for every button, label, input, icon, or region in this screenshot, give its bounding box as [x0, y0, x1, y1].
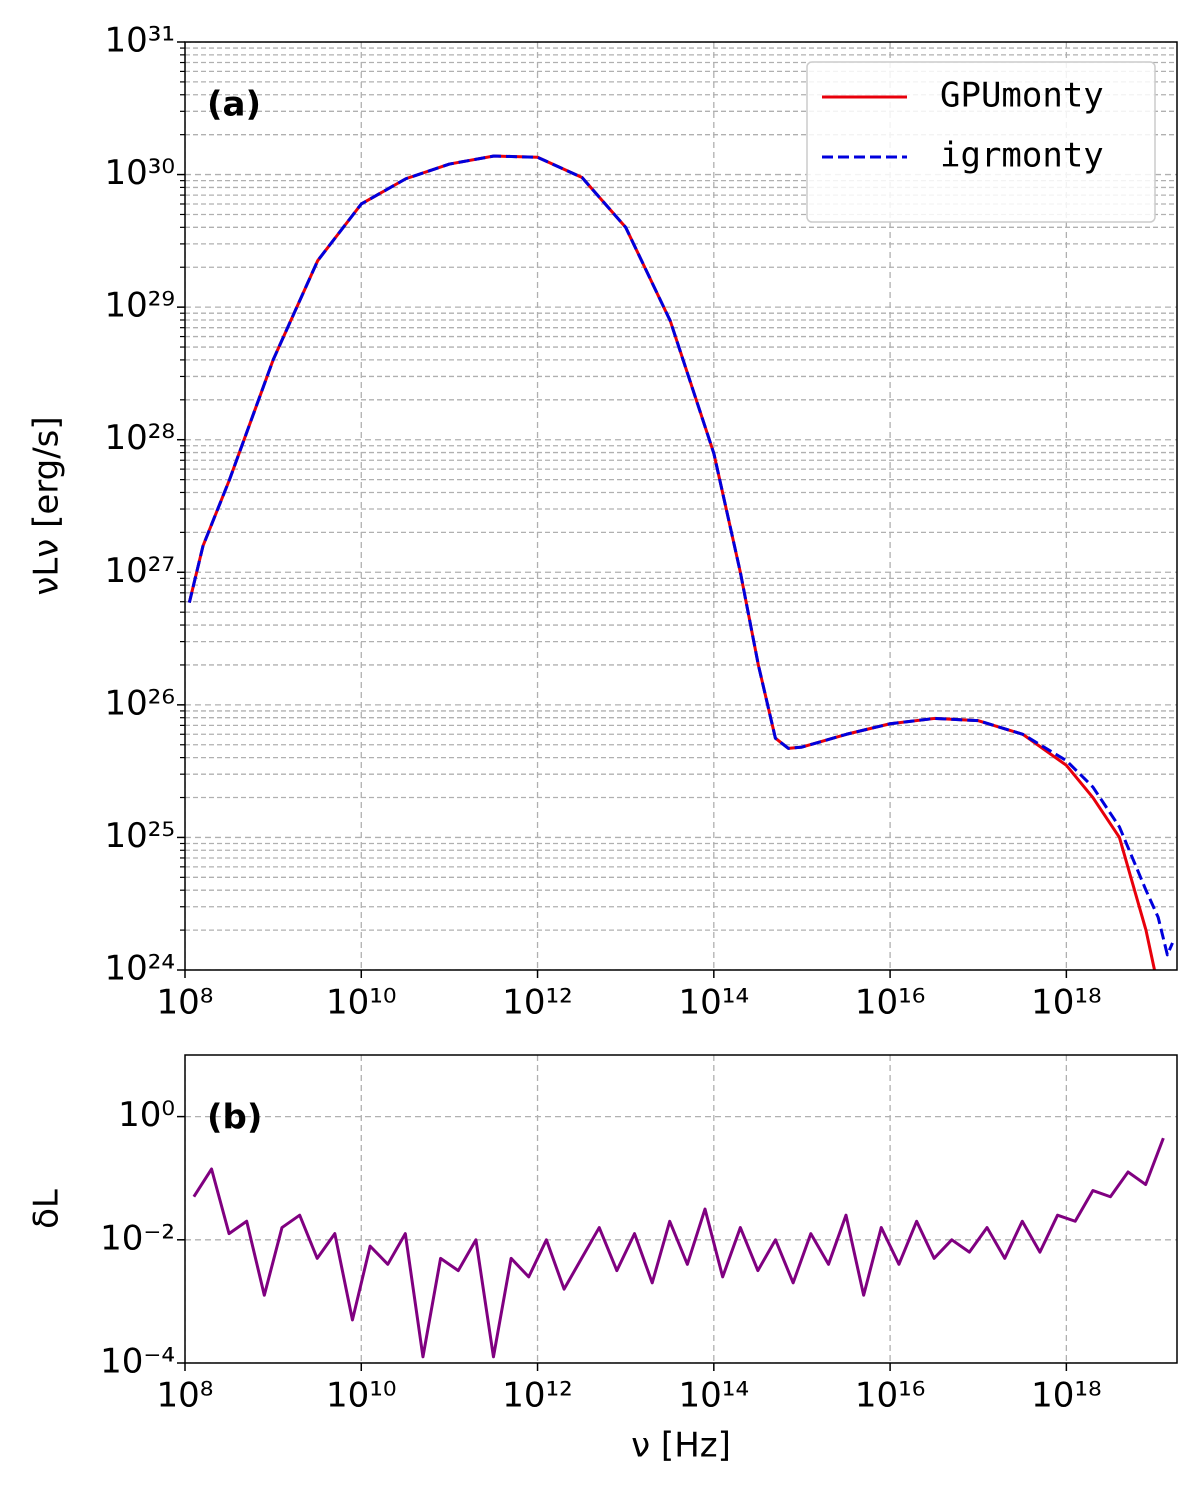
- x-tick-label: 10¹⁸: [1031, 1376, 1102, 1416]
- y-tick-label: 10²⁴: [104, 949, 175, 989]
- x-tick-label: 10⁸: [157, 983, 214, 1023]
- axes-frame: [184, 41, 1178, 971]
- y-tick-label: 10⁻⁴: [100, 1342, 175, 1382]
- y-tick-label: 10³¹: [104, 21, 175, 61]
- y-tick-label: 10³⁰: [104, 153, 175, 193]
- y-tick-label: 10²⁸: [104, 418, 175, 458]
- plot-area: [185, 1055, 1177, 1363]
- x-tick-label: 10⁸: [157, 1376, 214, 1416]
- y-tick-label: 10²⁹: [104, 286, 175, 326]
- panel-label: (b): [207, 1098, 262, 1138]
- y-tick-label: 10²⁷: [104, 551, 175, 591]
- legend-label: GPUmonty: [940, 76, 1104, 116]
- x-tick-label: 10¹⁸: [1031, 983, 1102, 1023]
- x-tick-label: 10¹⁴: [679, 1376, 750, 1416]
- x-tick-label: 10¹⁶: [855, 1376, 926, 1416]
- y-tick-label: 10²⁶: [104, 683, 175, 723]
- x-tick-label: 10¹⁴: [679, 983, 750, 1023]
- x-axis-label: ν [Hz]: [631, 1426, 731, 1466]
- plot-area: [185, 42, 1177, 970]
- x-tick-label: 10¹⁶: [855, 983, 926, 1023]
- series-line: [187, 154, 1156, 970]
- panel-label: (a): [207, 85, 261, 125]
- legend-box: [806, 61, 1156, 223]
- x-tick-label: 10¹²: [502, 1376, 573, 1416]
- y-axis-label: νLν [erg/s]: [27, 416, 67, 595]
- y-tick-label: 10⁰: [118, 1095, 175, 1135]
- legend-label: igrmonty: [940, 136, 1104, 176]
- x-tick-label: 10¹⁰: [326, 1376, 397, 1416]
- y-tick-label: 10⁻²: [100, 1218, 175, 1258]
- series-line: [192, 1137, 1165, 1359]
- y-tick-label: 10²⁵: [104, 816, 175, 856]
- axes-frame: [184, 1054, 1178, 1364]
- x-tick-label: 10¹⁰: [326, 983, 397, 1023]
- x-tick-label: 10¹²: [502, 983, 573, 1023]
- series-line: [187, 154, 1174, 957]
- y-axis-label: δL: [27, 1189, 67, 1229]
